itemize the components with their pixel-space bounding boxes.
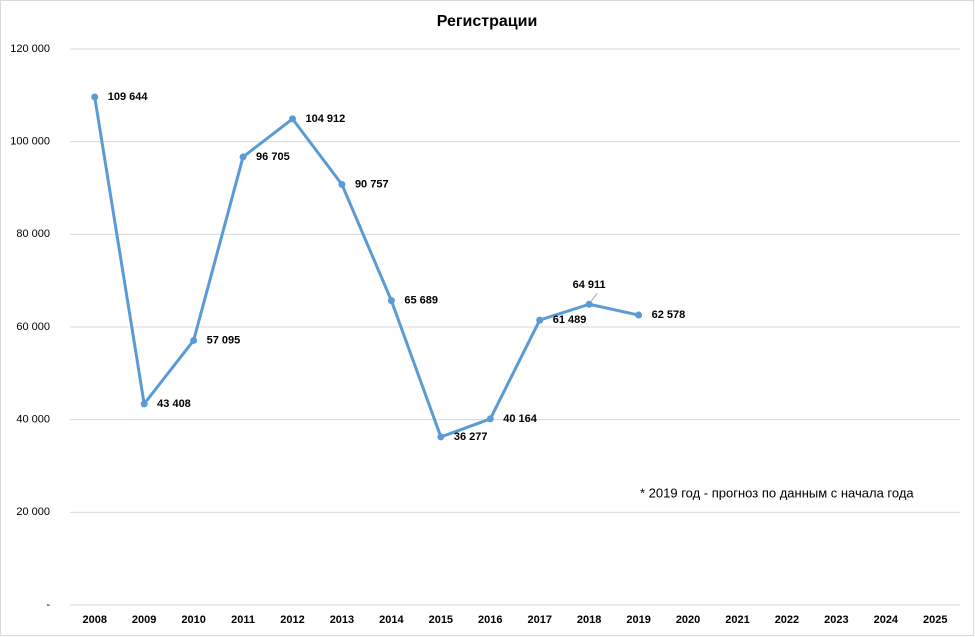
- point: [585, 300, 593, 308]
- value-label: 57 095: [207, 334, 241, 346]
- point: [190, 336, 198, 344]
- chart-title: Регистрации: [437, 13, 538, 30]
- point: [635, 311, 643, 319]
- x-tick-label: 2019: [626, 614, 650, 626]
- value-label: 40 164: [503, 413, 538, 425]
- point: [387, 297, 395, 305]
- leader-line: [590, 292, 598, 302]
- x-tick-label: 2023: [824, 614, 848, 626]
- x-tick-label: 2009: [132, 614, 156, 626]
- y-tick-label: 40 000: [16, 414, 50, 426]
- point: [338, 180, 346, 188]
- value-label: 62 578: [652, 309, 686, 321]
- y-tick-label: 60 000: [16, 321, 50, 333]
- x-tick-label: 2012: [280, 614, 304, 626]
- point: [91, 93, 99, 101]
- x-tick-label: 2024: [874, 614, 899, 626]
- x-tick-label: 2013: [330, 614, 354, 626]
- point: [437, 433, 445, 441]
- value-label: 104 912: [306, 113, 346, 125]
- value-label: 36 277: [454, 431, 488, 443]
- x-tick-label: 2015: [429, 614, 453, 626]
- point: [486, 415, 494, 423]
- value-label: 109 644: [108, 91, 149, 103]
- x-tick-label: 2021: [725, 614, 749, 626]
- value-label: 90 757: [355, 178, 389, 190]
- line: [93, 96, 639, 439]
- y-tick-label: 100 000: [10, 136, 50, 148]
- value-label: 61 489: [553, 314, 587, 326]
- value-label: 64 911: [573, 279, 606, 291]
- y-tick-label: 120 000: [10, 43, 50, 55]
- x-tick-label: 2010: [181, 614, 205, 626]
- point: [536, 316, 544, 324]
- x-tick-label: 2018: [577, 614, 601, 626]
- value-label: 96 705: [256, 151, 290, 163]
- y-tick-label: 20 000: [16, 506, 50, 518]
- annotation: * 2019 год - прогноз по данным с начала …: [640, 485, 914, 500]
- x-tick-label: 2025: [923, 614, 947, 626]
- x-tick-label: 2017: [527, 614, 551, 626]
- value-label: 43 408: [157, 398, 191, 410]
- y-tick-label: -: [46, 599, 50, 611]
- point: [140, 400, 148, 408]
- value-label: 65 689: [404, 295, 438, 307]
- x-tick-label: 2008: [82, 614, 106, 626]
- x-tick-label: 2022: [775, 614, 799, 626]
- x-tick-label: 2014: [379, 614, 404, 626]
- point: [289, 115, 296, 123]
- x-tick-label: 2020: [676, 614, 700, 626]
- x-tick-label: 2011: [231, 614, 255, 626]
- x-tick-label: 2016: [478, 614, 502, 626]
- point: [239, 153, 247, 161]
- y-tick-label: 80 000: [16, 228, 50, 240]
